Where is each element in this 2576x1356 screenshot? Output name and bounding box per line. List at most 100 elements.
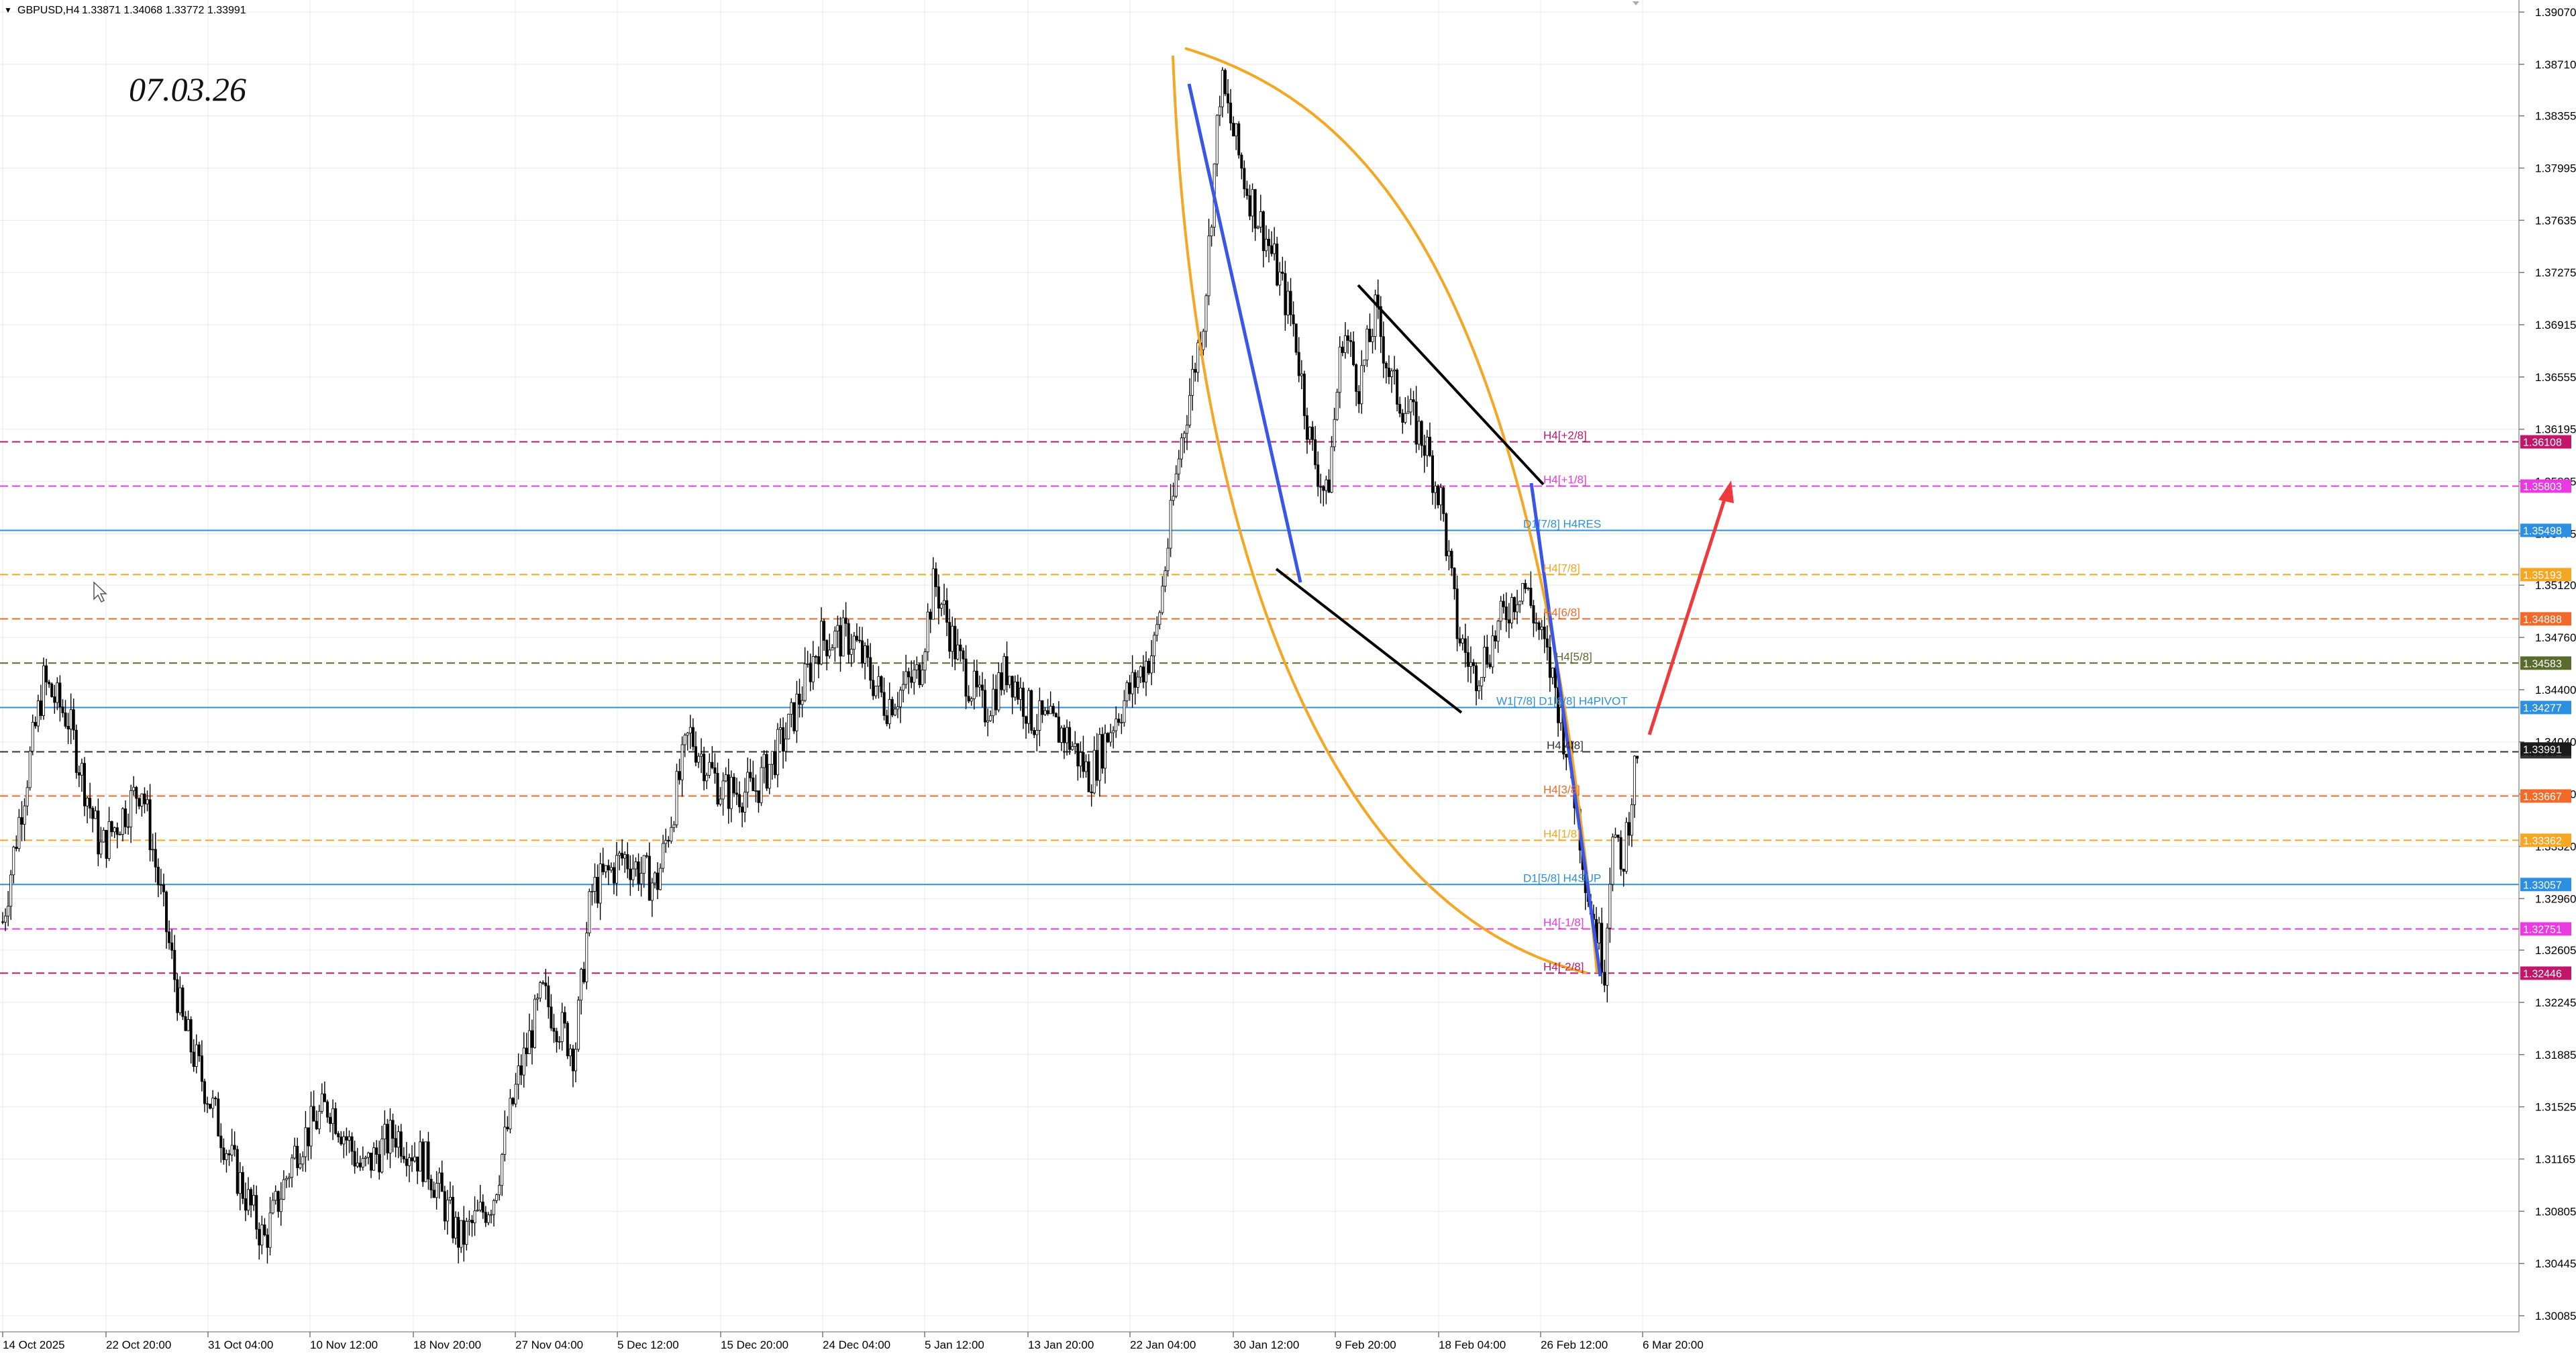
candle-body bbox=[1442, 487, 1445, 515]
candle-body bbox=[130, 790, 133, 827]
blue-trend-line[interactable] bbox=[1529, 482, 1602, 977]
candle-body bbox=[140, 793, 144, 806]
candle-body bbox=[1480, 677, 1484, 686]
candle-body bbox=[705, 774, 709, 782]
candle-body bbox=[678, 771, 681, 780]
candle-body bbox=[1606, 927, 1609, 986]
candle-body bbox=[1087, 761, 1090, 792]
candle-body bbox=[255, 1195, 258, 1230]
candle-body bbox=[869, 657, 872, 681]
candle-body bbox=[80, 763, 83, 776]
candle-body bbox=[1611, 837, 1614, 885]
candle-body bbox=[489, 1214, 493, 1216]
candle-body bbox=[1076, 743, 1080, 767]
wedge-upper-line[interactable] bbox=[1357, 284, 1545, 486]
candle-body bbox=[1603, 972, 1606, 986]
candle-body bbox=[372, 1147, 376, 1171]
price-tag-label: 1.32446 bbox=[2523, 968, 2562, 980]
candle-body bbox=[435, 1183, 438, 1198]
arc-left-curve[interactable] bbox=[1172, 55, 1588, 974]
candle-body bbox=[1082, 752, 1085, 772]
wedge-lower-line[interactable] bbox=[1275, 568, 1463, 714]
candle-body bbox=[631, 868, 635, 880]
candle-body bbox=[1177, 458, 1180, 474]
price-tag bbox=[2520, 700, 2571, 715]
candle-body bbox=[138, 798, 141, 806]
price-tag-label: 1.35498 bbox=[2523, 525, 2562, 537]
candle-body bbox=[522, 1047, 525, 1076]
candle-body bbox=[1079, 752, 1082, 767]
candle-body bbox=[151, 849, 154, 851]
candle-body bbox=[1338, 346, 1341, 393]
time-tick-label: 13 Jan 20:00 bbox=[1028, 1339, 1094, 1351]
candle-body bbox=[1112, 730, 1115, 733]
candle-body bbox=[729, 776, 733, 809]
candle-body bbox=[1051, 706, 1055, 714]
price-tag bbox=[2520, 878, 2571, 892]
candle-body bbox=[1346, 335, 1349, 341]
candle-body bbox=[317, 1110, 321, 1129]
candle-body bbox=[735, 792, 738, 795]
candle-body bbox=[1223, 70, 1227, 95]
candle-body bbox=[760, 767, 763, 803]
candle-body bbox=[1196, 342, 1200, 373]
candle-body bbox=[547, 985, 550, 1008]
candle-body bbox=[1164, 570, 1167, 587]
candle-body bbox=[1294, 323, 1298, 353]
price-tick-label: 1.30805 bbox=[2535, 1205, 2576, 1218]
time-tick-label: 5 Jan 12:00 bbox=[925, 1339, 984, 1351]
candle-body bbox=[1545, 638, 1549, 648]
candle-body bbox=[219, 1135, 223, 1149]
candle-body bbox=[849, 649, 853, 655]
forecast-arrow-shaft[interactable] bbox=[1647, 494, 1728, 735]
candle-body bbox=[276, 1191, 280, 1212]
candle-body bbox=[831, 647, 834, 651]
candle-body bbox=[566, 1023, 569, 1057]
candle-body bbox=[1261, 211, 1265, 252]
candle-body bbox=[1557, 687, 1560, 723]
candle-body bbox=[266, 1235, 269, 1248]
candle-body bbox=[1371, 335, 1374, 342]
blue-trend-line[interactable] bbox=[1187, 83, 1302, 583]
candle-body bbox=[1341, 346, 1344, 354]
candle-body bbox=[1188, 395, 1192, 426]
candle-body bbox=[861, 640, 864, 664]
candle-body bbox=[833, 631, 837, 648]
candle-body bbox=[784, 738, 788, 752]
candle-body bbox=[743, 792, 747, 813]
price-tag-label: 1.33057 bbox=[2523, 880, 2562, 891]
candle-body bbox=[1302, 373, 1306, 416]
candle-body bbox=[244, 1198, 247, 1211]
candle-body bbox=[1627, 822, 1631, 836]
price-tag bbox=[2520, 435, 2571, 449]
time-tick-label: 10 Nov 12:00 bbox=[310, 1339, 378, 1351]
candle-body bbox=[211, 1098, 215, 1109]
candle-body bbox=[1207, 236, 1210, 297]
candle-body bbox=[25, 787, 29, 806]
candle-body bbox=[366, 1152, 370, 1158]
candle-body bbox=[1420, 421, 1423, 446]
price-tag bbox=[2520, 922, 2571, 936]
candle-body bbox=[713, 767, 717, 774]
candle-body bbox=[353, 1151, 356, 1167]
time-tick-label: 24 Dec 04:00 bbox=[823, 1339, 890, 1351]
candle-body bbox=[197, 1044, 201, 1057]
candle-body bbox=[1445, 513, 1448, 556]
candle-body bbox=[1092, 749, 1096, 794]
candle-body bbox=[1098, 734, 1101, 781]
candle-body bbox=[69, 709, 72, 730]
collapse-triangle-icon[interactable]: ▼ bbox=[4, 5, 12, 15]
candle-body bbox=[1232, 123, 1235, 137]
candle-body bbox=[1518, 601, 1522, 605]
candle-body bbox=[542, 982, 545, 984]
candle-body bbox=[56, 682, 59, 703]
candle-body bbox=[1270, 245, 1274, 254]
scroll-marker-icon[interactable] bbox=[1633, 1, 1639, 5]
candle-body bbox=[1368, 328, 1372, 342]
candle-body bbox=[741, 806, 744, 813]
candle-body bbox=[864, 645, 867, 664]
candle-body bbox=[738, 794, 741, 808]
level-labels: H4[+2/8] H4[+1/8] D1[7/8] H4RES H4[7/8] H4[6… bbox=[1496, 429, 1628, 974]
candle-body bbox=[178, 987, 182, 1013]
